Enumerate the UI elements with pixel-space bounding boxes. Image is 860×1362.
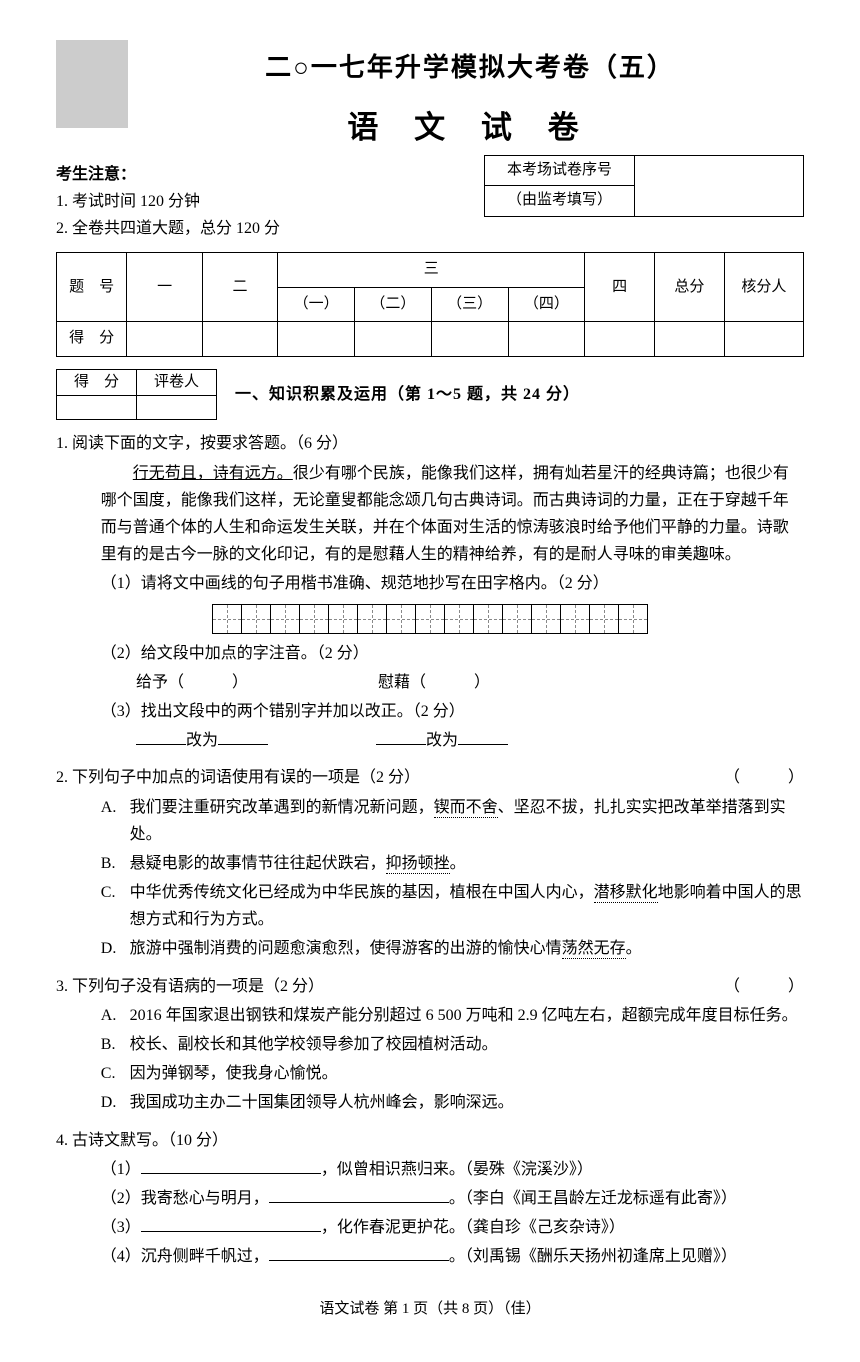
answer-paren[interactable]: （ ）	[724, 764, 804, 791]
answer-blank[interactable]	[269, 1187, 449, 1203]
score-table: 题 号 一 二 三 四 总分 核分人 （一） （二） （三） （四） 得 分	[56, 252, 804, 357]
answer-blank[interactable]	[136, 729, 186, 745]
question-3: 3. 下列句子没有语病的一项是（2 分）（ ） A.2016 年国家退出钢铁和煤…	[56, 973, 804, 1117]
answer-paren[interactable]: （ ）	[724, 973, 804, 1000]
notice-line: 1. 考试时间 120 分钟	[56, 188, 484, 215]
exam-title: 二○一七年升学模拟大考卷（五）	[136, 46, 804, 90]
section-1-title: 一、知识积累及运用（第 1～5 题，共 24 分）	[235, 381, 580, 408]
answer-blank[interactable]	[218, 729, 268, 745]
answer-blank[interactable]	[376, 729, 426, 745]
question-4: 4. 古诗文默写。（10 分） （1），似曾相识燕归来。（晏殊《浣溪沙》） （2…	[56, 1127, 804, 1271]
question-1: 1. 阅读下面的文字，按要求答题。（6 分） 行无苟且，诗有远方。很少有哪个民族…	[56, 430, 804, 754]
sequence-box: 本考场试卷序号 （由监考填写）	[484, 155, 804, 217]
notice-header: 考生注意：	[56, 161, 484, 188]
answer-blank[interactable]	[141, 1216, 321, 1232]
notice-line: 2. 全卷共四道大题，总分 120 分	[56, 215, 484, 242]
tianzige-grid[interactable]	[56, 604, 804, 634]
answer-blank[interactable]	[458, 729, 508, 745]
exam-subject: 语 文 试 卷	[136, 102, 804, 155]
answer-blank[interactable]	[269, 1245, 449, 1261]
sequence-input[interactable]	[635, 155, 804, 216]
question-2: 2. 下列句子中加点的词语使用有误的一项是（2 分）（ ） A.我们要注重研究改…	[56, 764, 804, 962]
section-score-box: 得 分 评卷人	[56, 369, 217, 421]
passage: 行无苟且，诗有远方。很少有哪个民族，能像我们这样，拥有灿若星汗的经典诗篇；也很少…	[56, 460, 804, 569]
photo-placeholder	[56, 40, 128, 128]
answer-blank[interactable]	[141, 1158, 321, 1174]
page-footer: 语文试卷 第 1 页（共 8 页）（佳）	[56, 1297, 804, 1323]
